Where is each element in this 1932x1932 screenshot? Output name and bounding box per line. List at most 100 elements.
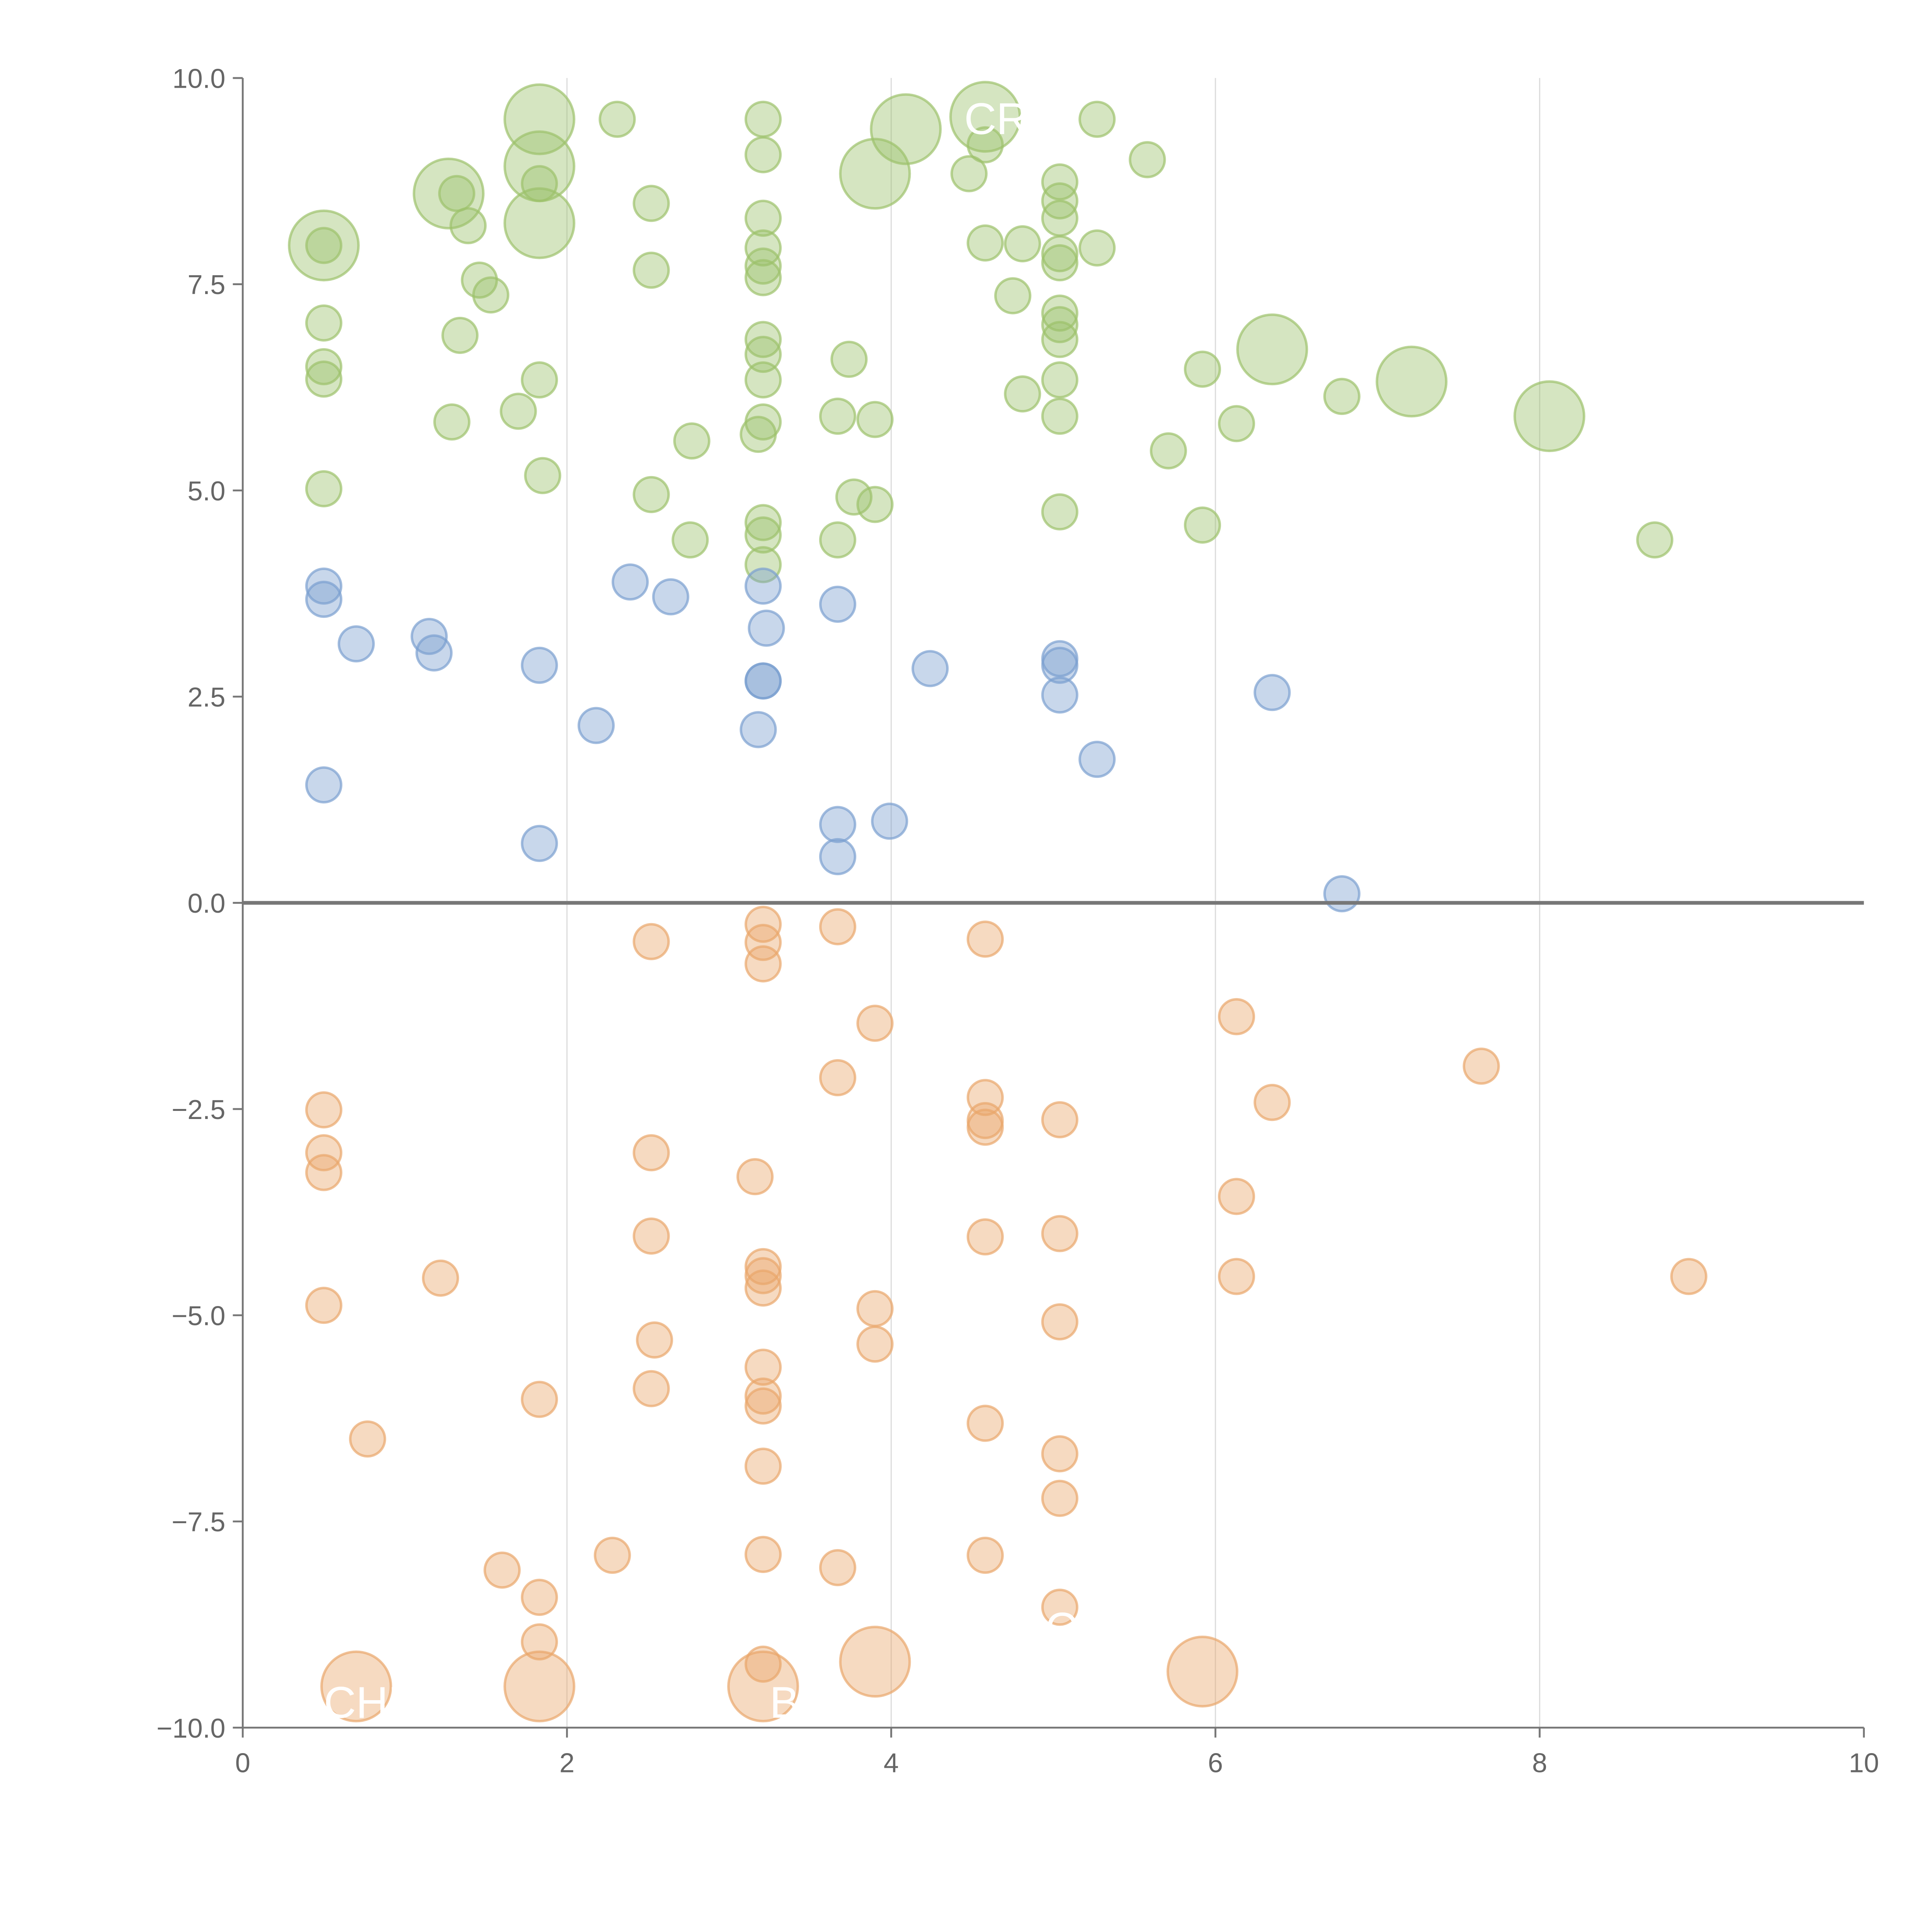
point-green — [870, 93, 942, 165]
point-green — [966, 224, 1004, 262]
point-orange — [520, 1578, 558, 1616]
point-blue — [305, 766, 343, 804]
point-green — [1041, 398, 1078, 435]
point-orange — [744, 1536, 782, 1573]
point-green — [1004, 225, 1041, 263]
point-orange — [966, 1536, 1004, 1574]
point-green — [1041, 244, 1078, 282]
point-orange — [1218, 1258, 1255, 1295]
point-green — [744, 516, 782, 554]
point-blue — [819, 806, 857, 843]
point-green — [1041, 235, 1078, 272]
point-orange — [636, 1321, 673, 1359]
point-green — [856, 486, 894, 523]
point-green — [744, 335, 782, 373]
point-orange — [1041, 1215, 1078, 1252]
y-tick-label: 2.5 — [187, 682, 225, 713]
point-blue — [415, 634, 453, 672]
bubble-label: BW — [770, 1678, 842, 1728]
point-green — [520, 361, 558, 399]
point-blue — [652, 578, 689, 616]
point-orange — [966, 1405, 1004, 1442]
point-blue — [1078, 741, 1116, 778]
point-green — [744, 259, 782, 296]
y-tick-label: −10.0 — [156, 1713, 225, 1743]
x-tick-label: 0 — [235, 1748, 250, 1778]
point-green — [744, 361, 782, 399]
point-green — [994, 277, 1032, 315]
point-orange — [856, 1290, 894, 1327]
point-green — [305, 304, 343, 342]
point-orange — [633, 1370, 670, 1407]
point-green — [744, 199, 782, 237]
point-green — [950, 155, 988, 192]
point-orange — [819, 908, 857, 946]
point-orange — [520, 1623, 558, 1661]
point-blue — [1323, 875, 1361, 913]
y-tick-label: −7.5 — [172, 1507, 225, 1537]
y-tick-label: −5.0 — [172, 1300, 225, 1331]
point-blue — [744, 567, 782, 605]
point-green — [1041, 199, 1078, 237]
point-orange — [744, 945, 782, 983]
point-blue — [748, 609, 785, 647]
point-green — [520, 165, 558, 202]
point-orange — [744, 1248, 782, 1285]
annotations: CR CHF BW C — [324, 94, 1077, 1727]
point-orange — [1670, 1258, 1708, 1295]
y-tick-label: 0.0 — [187, 888, 225, 918]
point-orange — [503, 1650, 575, 1723]
point-blue — [740, 711, 777, 748]
point-orange — [736, 1158, 774, 1196]
point-green — [835, 478, 872, 516]
point-green — [672, 521, 709, 559]
point-green — [503, 187, 575, 259]
point-green — [633, 252, 670, 289]
point-blue — [577, 707, 615, 744]
point-green — [500, 393, 537, 430]
point-orange — [633, 1217, 670, 1255]
x-tick-label: 10 — [1849, 1748, 1879, 1778]
point-orange — [349, 1420, 386, 1458]
x-tick-label: 4 — [884, 1748, 899, 1778]
point-orange — [744, 1645, 782, 1683]
point-green — [1078, 100, 1116, 138]
point-green — [1236, 313, 1308, 386]
point-orange — [744, 1257, 782, 1294]
point-orange — [966, 1218, 1004, 1256]
point-orange — [744, 1447, 782, 1485]
point-blue — [520, 646, 558, 684]
point-green — [1218, 405, 1255, 442]
point-orange — [744, 1377, 782, 1415]
point-green — [1376, 345, 1448, 418]
y-tick-label: 7.5 — [187, 269, 225, 300]
point-green — [449, 207, 487, 245]
point-orange — [305, 1154, 343, 1191]
point-orange — [305, 1091, 343, 1129]
point-blue — [1041, 646, 1078, 684]
point-orange — [1041, 1303, 1078, 1341]
point-orange — [1041, 1101, 1078, 1139]
point-green — [288, 209, 360, 282]
point-orange — [744, 923, 782, 961]
point-green — [1184, 506, 1221, 544]
point-orange — [1218, 998, 1255, 1036]
y-tick-label: −2.5 — [172, 1094, 225, 1125]
point-green — [744, 247, 782, 285]
x-tick-label: 6 — [1208, 1748, 1223, 1778]
point-orange — [744, 1269, 782, 1307]
point-green — [472, 276, 510, 314]
point-green — [633, 476, 670, 513]
point-green — [949, 81, 1021, 153]
bubble-label: CR — [964, 94, 1029, 144]
point-green — [305, 360, 343, 398]
point-orange — [1041, 1480, 1078, 1517]
point-blue — [1253, 674, 1291, 711]
axes: 0 2 4 6 8 10 −10.0 −7.5 −5.0 −2.5 0.0 2.5 5.0 7.5 10.0 — [156, 63, 1879, 1778]
point-orange — [1218, 1178, 1255, 1215]
point-green — [1004, 375, 1041, 413]
point-blue — [337, 625, 375, 663]
x-tick-label: 8 — [1532, 1748, 1547, 1778]
point-orange — [856, 1005, 894, 1042]
